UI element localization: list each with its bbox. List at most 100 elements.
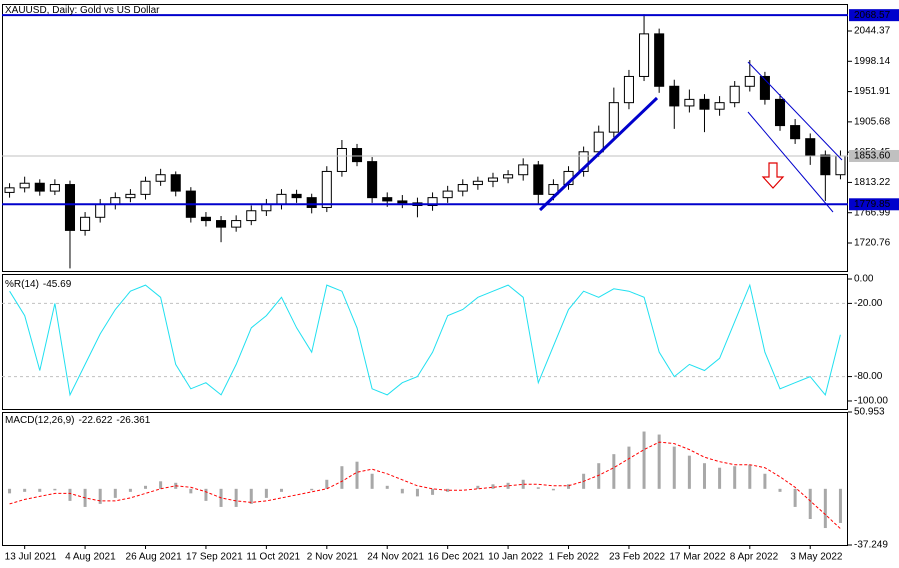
candle-body xyxy=(548,184,559,195)
candle-body xyxy=(4,187,15,193)
macd-bar xyxy=(778,488,782,492)
candle-body xyxy=(669,85,680,107)
candle-body xyxy=(759,75,770,100)
pane-value: -22.622 xyxy=(78,415,112,426)
candle-body xyxy=(321,170,332,208)
last-price-label: 1853.60 xyxy=(854,151,891,162)
main-pane xyxy=(2,4,848,272)
y-tick-label: 0.00 xyxy=(854,274,874,285)
candle-body xyxy=(125,193,136,199)
macd-bar xyxy=(672,446,676,489)
macd-bar xyxy=(521,479,525,489)
macd-bar xyxy=(340,466,344,489)
macd-bar xyxy=(612,454,616,489)
candle-body xyxy=(503,174,514,179)
candle-body xyxy=(729,85,740,104)
trend-line xyxy=(538,96,659,212)
candle-body xyxy=(820,154,831,176)
macd-pane xyxy=(2,412,848,546)
candle-body xyxy=(216,220,227,228)
pane-value: -26.361 xyxy=(116,415,150,426)
price-box xyxy=(849,198,899,211)
x-tick-label: 1 Feb 2022 xyxy=(549,552,600,563)
pane-title-text: XAUUSD, Daily: Gold vs US Dollar xyxy=(5,5,160,16)
x-tick-label: 26 Aug 2021 xyxy=(126,552,183,563)
candle-body xyxy=(291,193,302,199)
macd-bar xyxy=(808,488,812,519)
candle-body xyxy=(684,98,695,107)
macd-bar xyxy=(567,484,571,489)
macd-bar xyxy=(370,473,374,489)
x-tick-label: 11 Oct 2021 xyxy=(246,552,300,563)
macd-bar xyxy=(325,479,329,489)
pane-title: %R(14) -45.69 xyxy=(5,279,72,290)
y-tick-label: -37.249 xyxy=(854,540,888,551)
y-tick-label: 1951.91 xyxy=(854,86,891,97)
macd-bar xyxy=(476,485,480,489)
macd-bar xyxy=(249,488,253,504)
x-tick-label: 4 Aug 2021 xyxy=(65,552,116,563)
y-tick-label: 1720.76 xyxy=(854,238,891,249)
candle-body xyxy=(336,148,347,172)
candle-body xyxy=(382,197,393,202)
plot-layer: 1720.761766.991813.221859.451905.681951.… xyxy=(2,5,899,563)
candle-body xyxy=(351,148,363,163)
x-tick-label: 13 Jul 2021 xyxy=(5,552,57,563)
candle-body xyxy=(110,197,121,205)
candle-body xyxy=(140,180,151,195)
macd-bar xyxy=(597,463,601,489)
macd-bar xyxy=(823,488,827,529)
macd-bar xyxy=(718,467,722,489)
signal-line xyxy=(9,441,841,529)
y-tick-label: -100.00 xyxy=(854,396,888,407)
candle-body xyxy=(80,216,91,231)
macd-bar xyxy=(159,481,163,489)
candle-body xyxy=(367,161,378,199)
wpr-line xyxy=(9,283,841,397)
candle-body xyxy=(170,174,181,192)
macd-bar xyxy=(98,488,102,504)
macd-bar xyxy=(748,464,752,489)
macd-bar xyxy=(763,473,767,489)
y-tick-label: 1998.14 xyxy=(854,56,891,67)
candle-body xyxy=(155,174,166,182)
candle-body xyxy=(200,216,211,222)
candle-body xyxy=(276,193,287,205)
macd-bar xyxy=(491,484,495,489)
y-tick-label: -20.00 xyxy=(854,298,883,309)
macd-bar xyxy=(733,466,737,489)
candle-body xyxy=(790,125,801,140)
x-tick-label: 17 Mar 2022 xyxy=(669,552,726,563)
candle-body xyxy=(442,190,453,199)
candle-body xyxy=(306,197,317,208)
candle-body xyxy=(472,180,483,186)
macd-bar xyxy=(551,488,555,491)
macd-bar xyxy=(838,488,842,523)
wpr-pane xyxy=(2,274,848,410)
macd-bar xyxy=(113,488,117,498)
candle-body xyxy=(744,75,755,87)
candle-body xyxy=(608,102,619,133)
macd-bar xyxy=(793,488,797,507)
y-tick-label: 1813.22 xyxy=(854,177,891,188)
candle-body xyxy=(654,33,665,87)
macd-bar xyxy=(415,488,419,497)
macd-bar xyxy=(189,488,193,494)
macd-bar xyxy=(431,488,435,495)
x-tick-label: 10 Jan 2022 xyxy=(488,552,543,563)
candle-body xyxy=(457,184,468,192)
x-tick-label: 24 Nov 2021 xyxy=(367,552,424,563)
pane-title-text: %R(14) xyxy=(5,279,39,290)
macd-bar xyxy=(310,488,314,491)
y-tick-label: 1905.68 xyxy=(854,117,891,128)
y-tick-label: 2044.37 xyxy=(854,26,891,37)
channel-line xyxy=(747,111,834,213)
candle-body xyxy=(518,164,529,176)
price-label: 2068.57 xyxy=(854,10,891,21)
candle-body xyxy=(774,98,786,127)
candle-body xyxy=(427,197,438,207)
price-box xyxy=(849,9,899,22)
last-price-box xyxy=(849,149,899,162)
